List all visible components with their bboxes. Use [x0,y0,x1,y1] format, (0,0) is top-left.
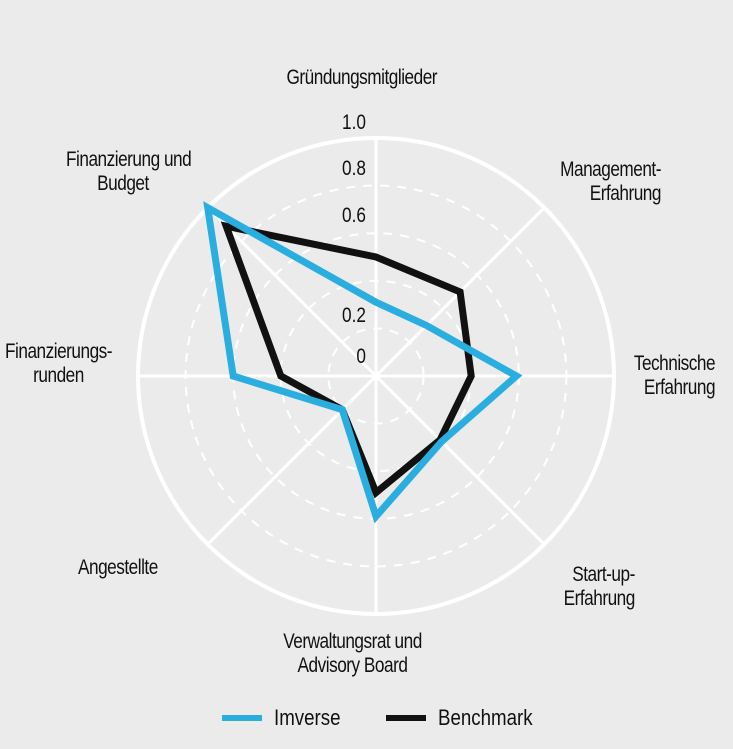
grid-spoke [374,374,546,546]
axis-label-verwaltungsrat: Verwaltungsrat und Advisory Board [283,630,422,677]
legend-swatch-benchmark [386,715,427,721]
series-benchmark [220,221,475,499]
axis-label-management: Management- Erfahrung [560,158,661,205]
radar-series [203,201,523,524]
axis-label-technische: Technische Erfahrung [633,352,716,399]
tick-label-0: 0 [356,345,366,368]
legend-item-imverse: Imverse [222,705,352,731]
legend-label-imverse: Imverse [274,705,341,730]
axis-label-finanzierung-budget: Finanzierung und Budget [66,148,192,195]
series-imverse [203,201,523,524]
tick-label-0.2: 0.2 [342,304,366,327]
legend-label-benchmark: Benchmark [438,705,533,730]
chart-legend: Imverse Benchmark [222,705,584,731]
grid-spoke [206,206,378,378]
axis-label-angestellte: Angestellte [78,556,158,579]
grid-spoke [206,374,378,546]
axis-label-finanzierungsrunden: Finanzierungs- runden [5,340,113,387]
axis-label-startup: Start-up- Erfahrung [563,563,636,610]
tick-label-0.8: 0.8 [342,157,366,180]
legend-item-benchmark: Benchmark [386,705,549,731]
tick-label-0.6: 0.6 [342,204,366,227]
tick-label-1.0: 1.0 [342,111,366,134]
axis-label-gruendungsmitglieder: Gründungsmitglieder [286,66,438,89]
legend-swatch-imverse [222,715,262,721]
